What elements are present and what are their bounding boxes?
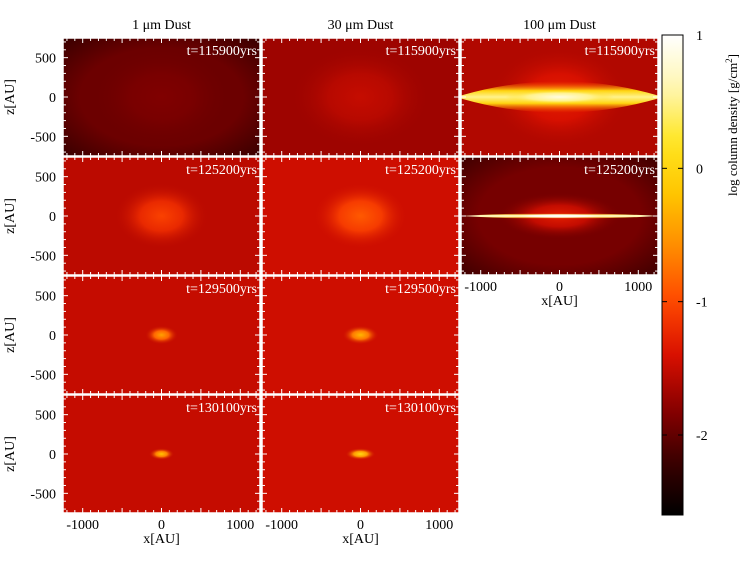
y-tick-label: 500 [35, 171, 56, 186]
density-core [342, 325, 379, 345]
x-tick-label: 1000 [226, 518, 254, 533]
panel-r2-c2: t=125200yrs [261, 156, 460, 276]
x-tick-label: 1000 [624, 280, 652, 295]
panel-r1-c1: t=115900yrs [62, 37, 261, 157]
column-title: 30 μm Dust [328, 18, 394, 33]
time-label: t=130100yrs [186, 401, 257, 416]
panels-group: t=115900yrs t=115900yrs t=115900yrs t=12520… [62, 37, 659, 514]
x-tick-label: -1000 [265, 518, 298, 533]
y-tick-label: -500 [30, 130, 56, 145]
colorbar: -2 -1 0 1 log column density [g/cm2] [661, 29, 740, 516]
y-tick-label: 0 [49, 448, 56, 463]
time-label: t=125200yrs [186, 163, 257, 178]
panel-r2-c3: t=125200yrs [460, 156, 659, 276]
colorbar-label: log column density [g/cm2] [724, 54, 740, 196]
y-axis-label: z[AU] [3, 317, 18, 353]
x-tick-label: 0 [357, 518, 364, 533]
disk-midplane [507, 214, 612, 218]
panel-ticks [262, 395, 459, 513]
panel-ticks [63, 38, 260, 156]
x-tick-label: 1000 [425, 518, 453, 533]
panel-ticks [461, 157, 658, 275]
time-label: t=125200yrs [385, 163, 456, 178]
time-label: t=115900yrs [187, 44, 257, 59]
x-axis-label: x[AU] [143, 532, 180, 547]
x-axis-label: x[AU] [342, 532, 379, 547]
panel-ticks [262, 157, 459, 275]
colorbar-gradient [661, 34, 684, 516]
density-core [313, 182, 408, 250]
y-tick-label: 500 [35, 290, 56, 305]
colorbar-tick-label: -2 [696, 429, 708, 444]
x-tick-label: -1000 [66, 518, 99, 533]
x-tick-label: -1000 [464, 280, 497, 295]
time-label: t=129500yrs [186, 282, 257, 297]
panel-r4-c1: t=130100yrs [62, 394, 261, 514]
time-label: t=125200yrs [584, 163, 655, 178]
x-tick-label: 0 [556, 280, 563, 295]
panel-r1-c2: t=115900yrs [261, 37, 460, 157]
colorbar-tick-label: 1 [696, 29, 703, 44]
x-tick-label: 0 [158, 518, 165, 533]
panel-ticks [63, 276, 260, 394]
y-tick-label: 0 [49, 210, 56, 225]
disk-midplane [505, 90, 614, 104]
density-core [345, 448, 376, 460]
y-tick-label: 500 [35, 409, 56, 424]
panel-ticks [63, 157, 260, 275]
panel-ticks [262, 276, 459, 394]
panel-r4-c2: t=130100yrs [261, 394, 460, 514]
column-title: 100 μm Dust [523, 18, 596, 33]
panel-vignette [63, 38, 260, 156]
y-axis-label: z[AU] [3, 436, 18, 472]
panel-ticks [63, 395, 260, 513]
panel-r1-c3: t=115900yrs [460, 37, 659, 157]
labels-group: 1 μm Dust 30 μm Dust 100 μm Dust -500 0 500 z[… [3, 18, 652, 547]
time-label: t=130100yrs [385, 401, 456, 416]
panel-ticks [461, 38, 658, 156]
y-tick-label: 500 [35, 52, 56, 67]
density-core [114, 182, 209, 250]
time-label: t=115900yrs [386, 44, 456, 59]
time-label: t=115900yrs [585, 44, 655, 59]
x-axis-label: x[AU] [541, 294, 578, 309]
y-axis-label: z[AU] [3, 198, 18, 234]
time-label: t=129500yrs [385, 282, 456, 297]
y-tick-label: -500 [30, 487, 56, 502]
panel-r3-c1: t=129500yrs [62, 275, 261, 395]
panel-r3-c2: t=129500yrs [261, 275, 460, 395]
column-title: 1 μm Dust [132, 18, 191, 33]
density-core [144, 325, 179, 345]
density-core [289, 45, 432, 149]
panel-r2-c1: t=125200yrs [62, 156, 261, 276]
y-tick-label: 0 [49, 329, 56, 344]
y-tick-label: 0 [49, 91, 56, 106]
density-core [148, 448, 175, 460]
y-tick-label: -500 [30, 368, 56, 383]
y-axis-label: z[AU] [3, 79, 18, 115]
colorbar-tick-label: -1 [696, 296, 708, 311]
colorbar-tick-label: 0 [696, 162, 703, 177]
panel-ticks [262, 38, 459, 156]
y-tick-label: -500 [30, 249, 56, 264]
